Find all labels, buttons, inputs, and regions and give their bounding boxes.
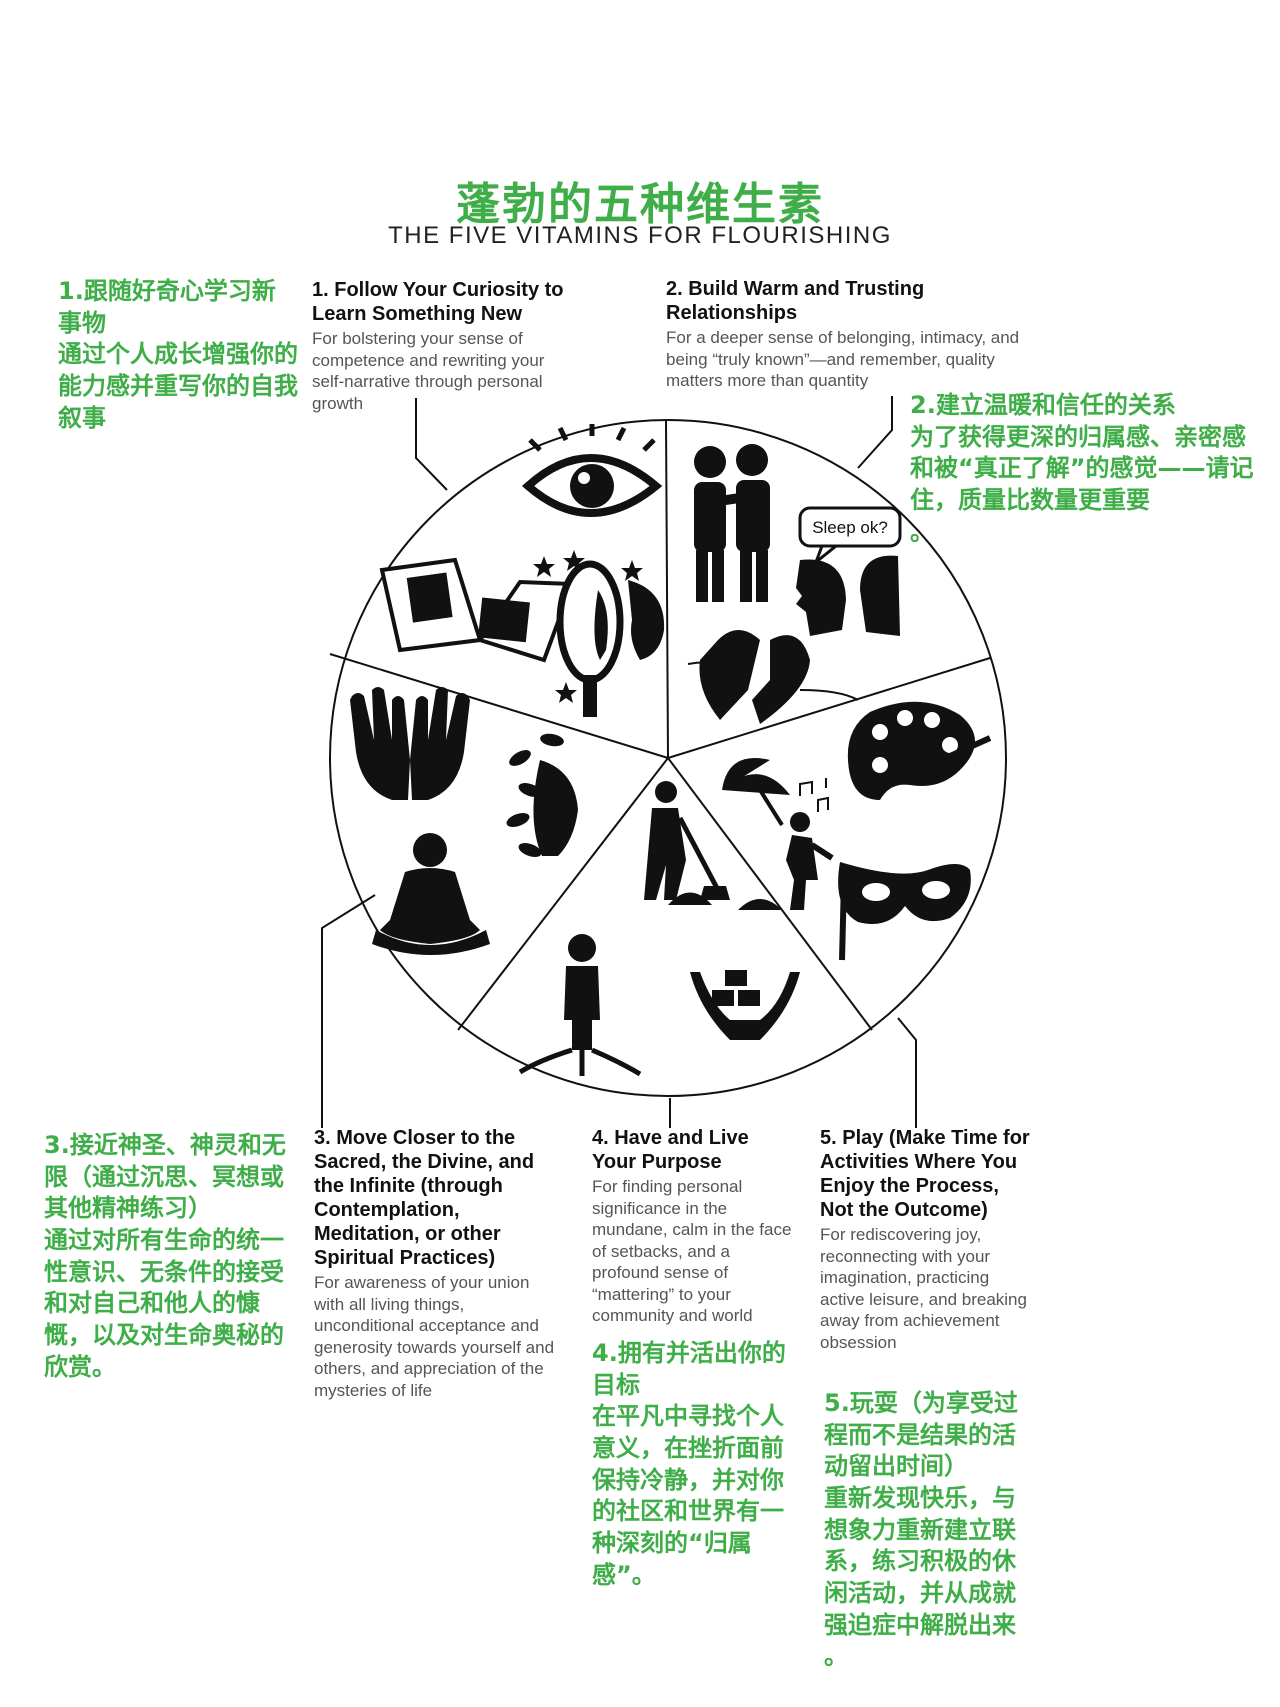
mask-icon: [838, 862, 971, 961]
divider-line: [329, 653, 669, 759]
title-chinese: 蓬勃的五种维生素: [456, 179, 824, 230]
hands-icon: [350, 687, 470, 800]
leader-line-2: [857, 396, 893, 469]
section-2-text: 2. Build Warm and Trusting Relationships…: [666, 277, 1036, 392]
divider-line: [457, 757, 669, 1031]
umbrella-icon: [722, 758, 834, 910]
faces-icon: [796, 555, 900, 636]
section-4-heading: 4. Have and Live Your Purpose: [592, 1127, 749, 1173]
eye-icon: [521, 424, 663, 517]
divider-line: [665, 419, 669, 759]
section-1-heading: 1. Follow Your Curiosity to Learn Someth…: [312, 279, 564, 325]
star-icon: [533, 550, 643, 703]
book-icon: [379, 557, 575, 663]
hug-icon: [694, 444, 770, 602]
section-4-text: 4. Have and Live Your Purpose For findin…: [592, 1126, 792, 1327]
speech-bubble-icon: Sleep ok?: [798, 506, 902, 567]
section-3-body: For awareness of your union with all liv…: [314, 1273, 555, 1400]
section-3-text: 3. Move Closer to the Sacred, the Divine…: [314, 1126, 564, 1401]
speech-bubble-text: Sleep ok?: [812, 518, 888, 537]
section-5-heading: 5. Play (Make Time for Activities Where …: [820, 1127, 1030, 1221]
section-2-body: For a deeper sense of belonging, intimac…: [666, 328, 1020, 391]
section-2-heading: 2. Build Warm and Trusting Relationships: [666, 278, 925, 324]
heart-icon: [687, 630, 859, 724]
section-5-chinese: 5.玩耍（为享受过程而不是结果的活动留出时间） 重新发现快乐，与想象力重新建立联…: [824, 1389, 1018, 1671]
giving-hands-icon: [690, 970, 800, 1040]
title-english: THE FIVE VITAMINS FOR FLOURISHING: [388, 222, 892, 249]
section-5-text: 5. Play (Make Time for Activities Where …: [820, 1126, 1030, 1353]
rooted-person-icon: [518, 934, 642, 1077]
section-3-heading: 3. Move Closer to the Sacred, the Divine…: [314, 1127, 535, 1269]
mirror-icon: [556, 560, 665, 717]
divider-line: [667, 657, 991, 759]
meditation-icon: [372, 833, 490, 955]
section-4-chinese: 4.拥有并活出你的目标 在平凡中寻找个人意义，在挫折面前保持冷静，并对你的社区和…: [592, 1339, 786, 1589]
music-notes-icon: [799, 778, 829, 812]
section-1-chinese: 1.跟随好奇心学习新事物 通过个人成长增强你的能力感并重写你的自我叙事: [58, 277, 298, 432]
section-1-text: 1. Follow Your Curiosity to Learn Someth…: [312, 278, 572, 414]
divider-line: [667, 757, 873, 1031]
wheel-outline: [329, 419, 1007, 1097]
section-3-chinese: 3.接近神圣、神灵和无限（通过沉思、冥想或其他精神练习） 通过对所有生命的统一性…: [44, 1131, 286, 1381]
shovel-icon: [644, 781, 782, 910]
palette-icon: [847, 701, 992, 800]
section-1-body: For bolstering your sense of competence …: [312, 329, 545, 413]
leader-line-1: [415, 398, 448, 491]
section-5-body: For rediscovering joy, reconnecting with…: [820, 1225, 1027, 1352]
leader-line-3: [321, 894, 376, 1128]
leader-line-5: [897, 1017, 917, 1128]
section-2-chinese: 2.建立温暖和信任的关系 为了获得更深的归属感、亲密感和被“真正了解”的感觉——…: [910, 391, 1254, 546]
section-4-body: For finding personal significance in the…: [592, 1177, 792, 1326]
leaf-face-icon: [506, 733, 578, 857]
